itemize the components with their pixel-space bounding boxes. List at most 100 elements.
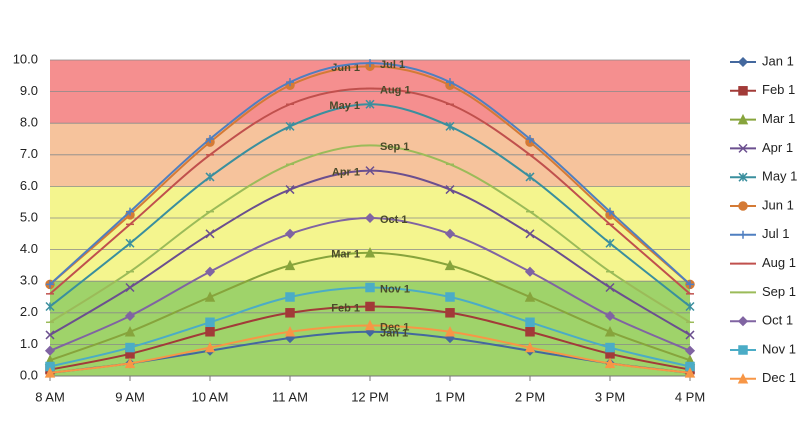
marker xyxy=(285,121,295,131)
marker xyxy=(205,317,215,328)
marker xyxy=(124,326,136,337)
y-tick-label: 1.0 xyxy=(20,336,38,351)
marker xyxy=(444,326,456,337)
y-tick-label: 7.0 xyxy=(20,146,38,161)
legend-marker xyxy=(738,172,748,182)
y-tick-label: 8.0 xyxy=(20,115,38,130)
marker xyxy=(204,266,216,277)
marker xyxy=(605,238,615,248)
marker xyxy=(285,292,295,302)
marker xyxy=(125,238,135,248)
marker xyxy=(685,330,695,340)
legend-label: Mar 1 xyxy=(762,111,795,126)
legend-label: May 1 xyxy=(762,169,797,184)
series xyxy=(44,247,696,365)
annotation: Feb 1 xyxy=(331,302,360,314)
marker xyxy=(44,367,56,378)
annotation: Oct 1 xyxy=(380,214,408,226)
y-tick-label: 2.0 xyxy=(20,304,38,319)
marker xyxy=(365,282,375,293)
marker xyxy=(444,259,456,271)
marker xyxy=(125,282,135,293)
marker xyxy=(286,78,294,87)
x-tick-label: 2 PM xyxy=(515,389,545,404)
x-tick-label: 3 PM xyxy=(595,389,625,404)
marker xyxy=(524,291,536,302)
marker xyxy=(445,292,455,302)
legend-label: Oct 1 xyxy=(762,313,793,328)
marker xyxy=(524,341,536,353)
marker xyxy=(45,301,55,312)
x-tick-label: 11 AM xyxy=(272,389,308,404)
series xyxy=(45,282,695,372)
x-tick-label: 1 PM xyxy=(435,389,465,404)
annotation: Jul 1 xyxy=(380,59,405,71)
annotation: Dec 1 xyxy=(380,321,409,333)
x-tick-label: 4 PM xyxy=(675,389,705,404)
x-tick-label: 12 PM xyxy=(351,389,389,404)
marker xyxy=(606,207,614,216)
marker xyxy=(525,229,535,239)
y-tick-label: 10.0 xyxy=(13,51,38,66)
annotation: May 1 xyxy=(329,100,360,112)
marker xyxy=(285,185,295,195)
legend-marker xyxy=(739,230,747,239)
marker xyxy=(365,166,375,176)
legend-marker xyxy=(738,201,748,211)
annotation: Jan 1 xyxy=(380,328,408,340)
marker xyxy=(46,280,54,289)
legend-marker xyxy=(737,316,749,327)
marker xyxy=(525,317,535,328)
marker xyxy=(365,99,375,109)
marker xyxy=(686,280,694,289)
series xyxy=(45,166,695,340)
marker xyxy=(364,247,376,258)
marker xyxy=(525,327,535,337)
legend-marker xyxy=(738,143,748,153)
marker xyxy=(125,342,135,353)
legend-label: Jan 1 xyxy=(762,53,794,68)
marker xyxy=(205,229,215,239)
marker xyxy=(205,327,215,337)
annotation: Nov 1 xyxy=(380,283,410,295)
legend-marker xyxy=(738,345,748,355)
y-tick-label: 4.0 xyxy=(20,241,38,256)
marker xyxy=(205,172,215,182)
x-tick-label: 10 AM xyxy=(192,389,229,404)
marker xyxy=(605,342,615,353)
legend-label: Apr 1 xyxy=(762,140,793,155)
marker xyxy=(284,326,296,337)
x-tick-label: 8 AM xyxy=(35,389,65,404)
annotation: Aug 1 xyxy=(380,84,411,96)
marker xyxy=(604,357,616,369)
legend-label: Jul 1 xyxy=(762,226,789,241)
marker xyxy=(284,228,296,239)
x-tick-label: 9 AM xyxy=(115,389,145,404)
y-tick-label: 0.0 xyxy=(20,367,38,382)
marker xyxy=(445,308,455,318)
marker xyxy=(445,185,455,195)
marker xyxy=(284,259,296,271)
annotation: Mar 1 xyxy=(331,249,360,261)
marker xyxy=(526,135,534,143)
marker xyxy=(446,78,454,87)
marker xyxy=(364,319,376,331)
marker xyxy=(204,291,216,302)
legend-label: Nov 1 xyxy=(762,341,796,356)
legend-label: Sep 1 xyxy=(762,284,796,299)
marker xyxy=(366,59,374,68)
marker xyxy=(285,308,295,318)
legend-marker xyxy=(737,56,749,68)
legend-marker xyxy=(737,113,749,125)
annotation: Sep 1 xyxy=(380,141,409,153)
legend-marker xyxy=(738,86,748,96)
marker xyxy=(605,282,615,293)
annotation: Apr 1 xyxy=(332,167,360,179)
marker xyxy=(124,357,136,369)
legend-label: Dec 1 xyxy=(762,370,796,385)
series xyxy=(44,319,696,378)
series xyxy=(45,99,695,312)
marker xyxy=(126,207,134,216)
legend-label: Feb 1 xyxy=(762,82,795,97)
